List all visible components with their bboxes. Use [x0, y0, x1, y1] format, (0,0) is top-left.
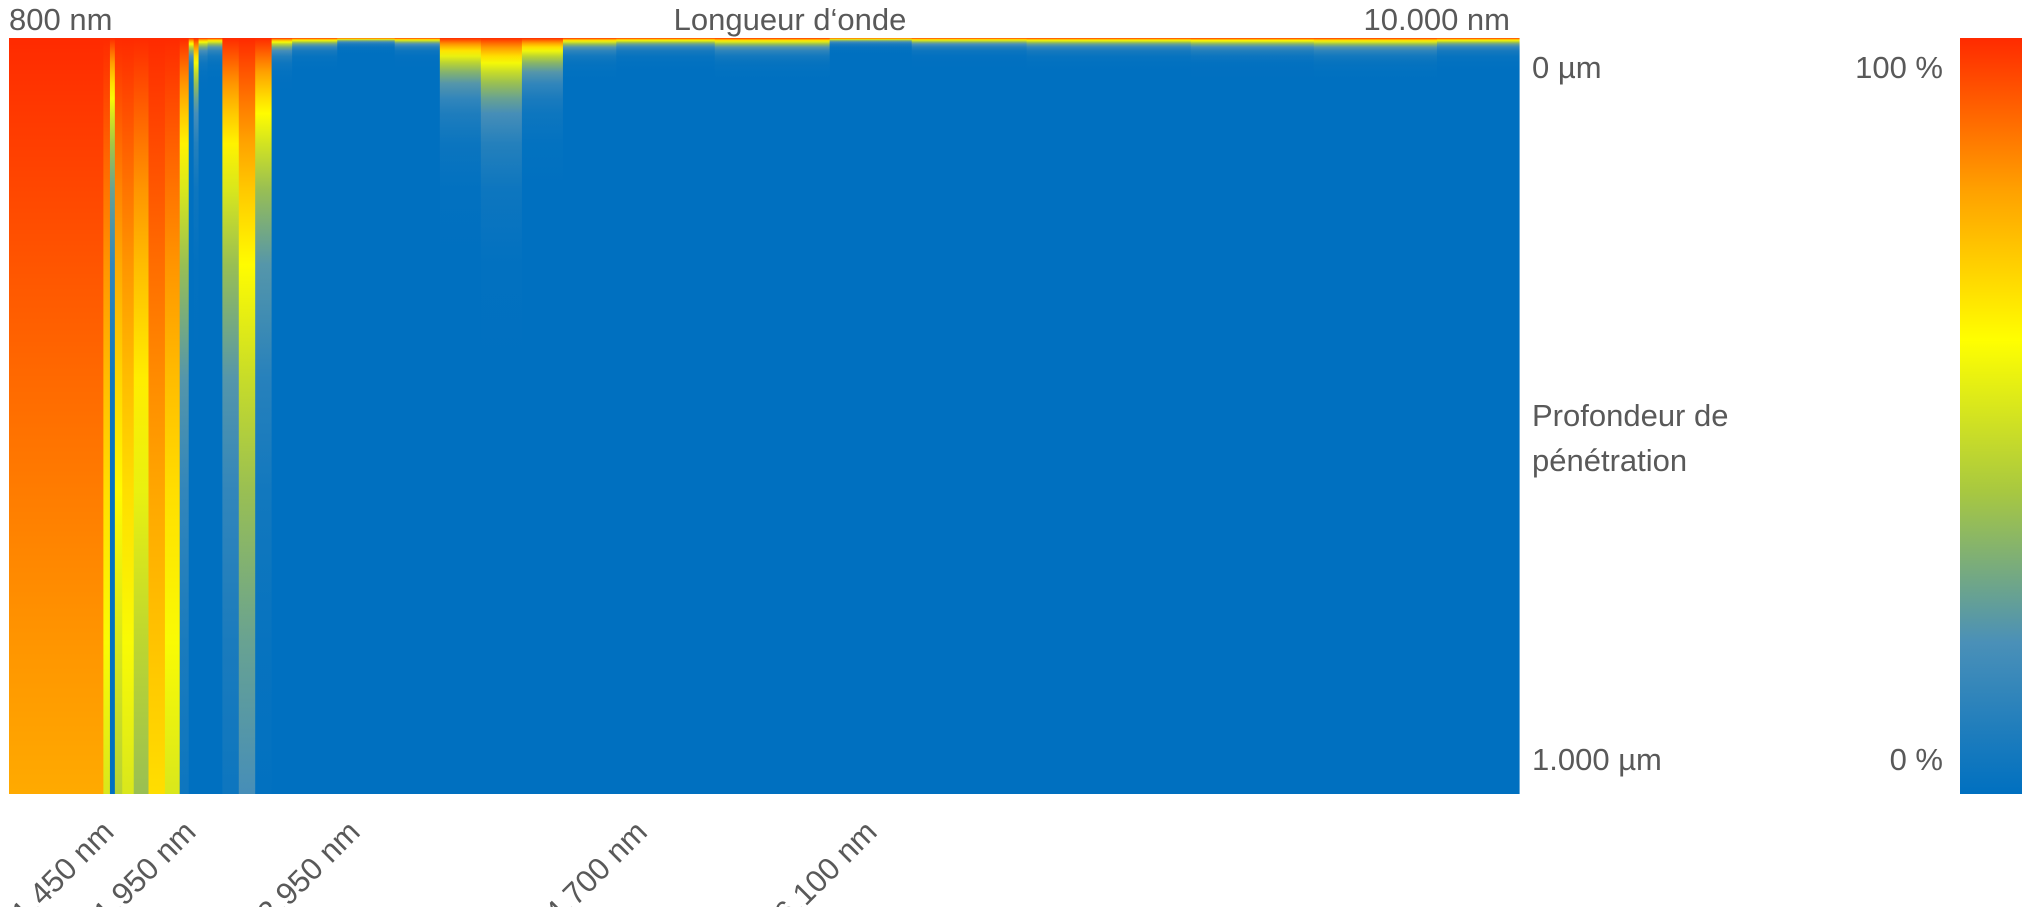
heatmap-column	[292, 38, 338, 794]
x-range-label: 800 nm	[9, 2, 112, 37]
heatmap-column	[148, 38, 166, 794]
heatmap-column	[829, 38, 913, 794]
heatmap-column	[188, 38, 195, 794]
heatmap-column	[1436, 38, 1520, 794]
heatmap-column	[133, 38, 150, 794]
heatmap-column	[198, 38, 209, 794]
heatmap-column	[164, 38, 181, 794]
heatmap-column	[103, 38, 111, 794]
heatmap-column	[271, 38, 293, 794]
y-axis-title: Profondeur de	[1532, 398, 1728, 433]
heatmap-column	[714, 38, 831, 794]
heatmap-column	[394, 38, 441, 794]
heatmap-column	[1313, 38, 1438, 794]
colorbar-tick-label: 100 %	[1855, 50, 1943, 85]
heatmap-column	[616, 38, 716, 794]
heatmap-column	[109, 38, 116, 794]
y-tick-label: 1.000 µm	[1532, 742, 1662, 777]
heatmap-column	[238, 38, 256, 794]
heatmap-column	[222, 38, 240, 794]
heatmap-column	[179, 38, 190, 794]
heatmap-column	[1026, 38, 1192, 794]
heatmap-column	[1190, 38, 1315, 794]
heatmap-column	[9, 38, 27, 794]
heatmap-column	[480, 38, 523, 794]
y-tick-label: 0 µm	[1532, 50, 1602, 85]
heatmap-column	[86, 38, 104, 794]
heatmap-column	[58, 38, 88, 794]
x-axis-title: Longueur d‘onde	[674, 2, 907, 37]
x-tick-label: 4.700 nm	[538, 814, 654, 907]
heatmap-column	[337, 38, 396, 794]
heatmap-column	[562, 38, 617, 794]
x-tick-label: 6.100 nm	[767, 814, 883, 907]
colorbar-tick-label: 0 %	[1890, 742, 1943, 777]
colorbar	[1960, 38, 2022, 794]
heatmap-column	[911, 38, 1028, 794]
heatmap-column	[114, 38, 123, 794]
heatmap-column	[439, 38, 482, 794]
heatmap-column	[193, 38, 200, 794]
heatmap-column	[255, 38, 273, 794]
y-axis-title: pénétration	[1532, 443, 1687, 478]
heatmap-column	[521, 38, 564, 794]
heatmap-column	[207, 38, 223, 794]
heatmap-column	[25, 38, 59, 794]
x-tick-label: 2.950 nm	[250, 814, 366, 907]
heatmap-column	[122, 38, 135, 794]
x-range-label: 10.000 nm	[1364, 2, 1511, 37]
